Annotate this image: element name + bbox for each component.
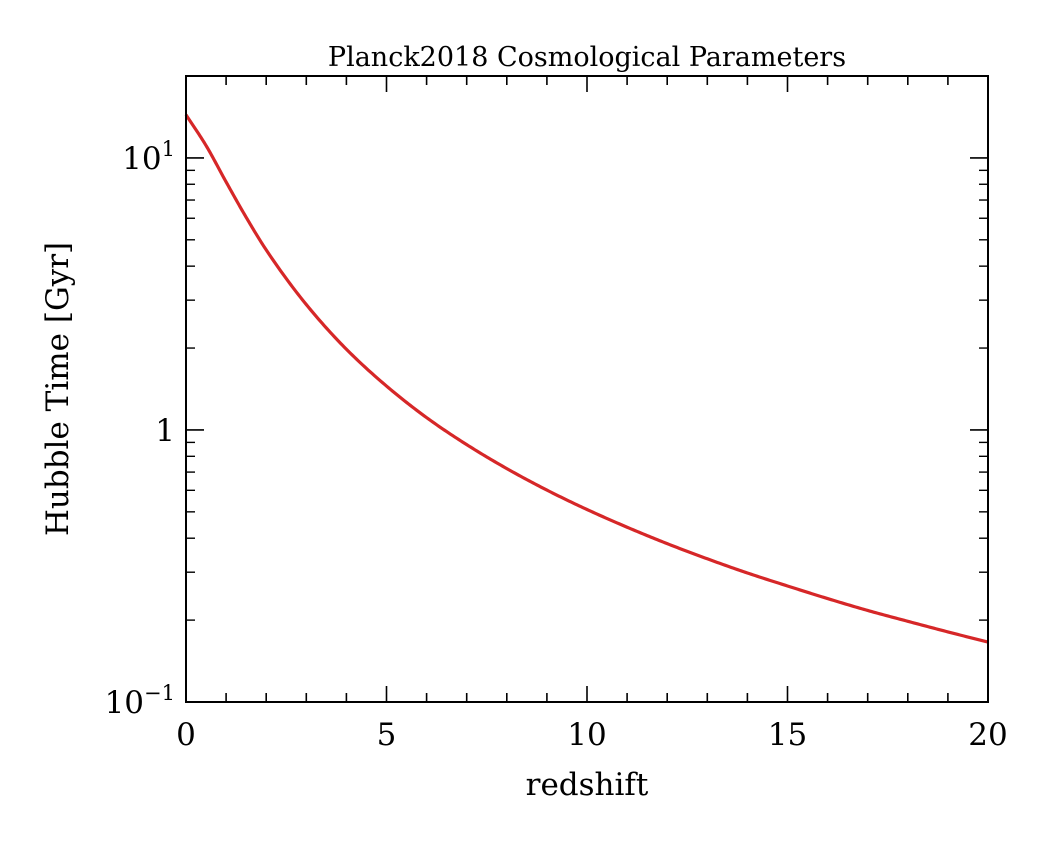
chart-title: Planck2018 Cosmological Parameters [328,42,846,73]
x-tick-label: 15 [768,717,807,753]
y-tick-label: 101 [122,137,175,177]
plot-frame [185,75,989,703]
x-tick-label: 0 [176,717,196,753]
x-tick-label: 20 [968,717,1007,753]
y-axis-title: Hubble Time [Gyr] [40,242,76,536]
x-tick-label: 10 [567,717,606,753]
x-tick-label: 5 [377,717,397,753]
series-line [184,113,989,644]
series-layer [184,113,989,644]
axis-ticks [185,76,989,703]
tick-labels: 0 5 10 15 20 10−1 1 101 [105,137,1008,753]
x-axis-title: redshift [526,767,649,803]
y-tick-label: 1 [155,413,175,449]
y-tick-label: 10−1 [105,681,175,721]
